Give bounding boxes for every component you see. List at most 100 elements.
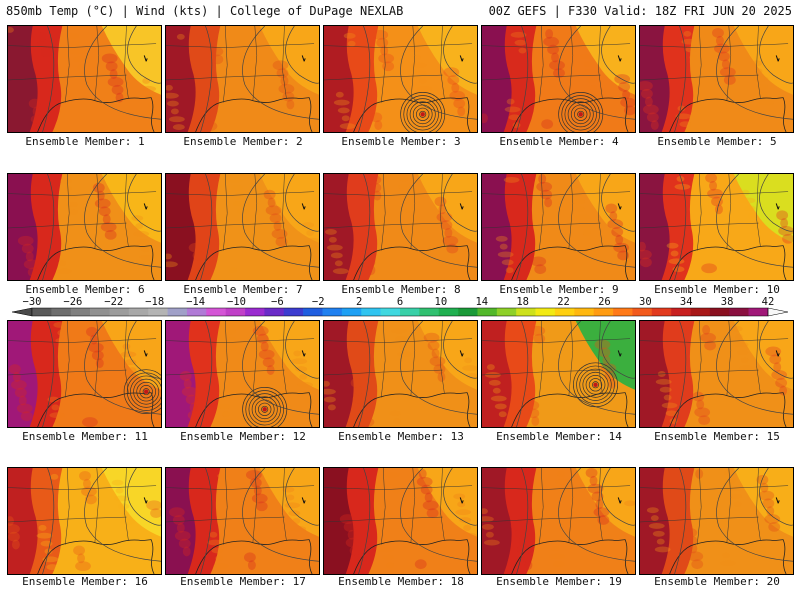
ensemble-map-15: [639, 320, 794, 428]
ensemble-member-label: Ensemble Member: 2: [183, 135, 303, 148]
colorbar-bin: [554, 308, 575, 316]
ensemble-map-1: [7, 25, 162, 133]
colorbar-tick-label: 6: [397, 296, 403, 308]
colorbar-bin: [593, 308, 614, 316]
colorbar-bin: [51, 308, 72, 316]
ensemble-map-20: [639, 467, 794, 575]
colorbar-bin: [186, 308, 207, 316]
ensemble-map-19: [481, 467, 636, 575]
ensemble-member-label: Ensemble Member: 8: [341, 283, 461, 296]
ensemble-map-16: [7, 467, 162, 575]
colorbar-tick-label: −10: [227, 296, 246, 308]
colorbar-max-arrow: [767, 307, 789, 317]
colorbar-bin: [574, 308, 594, 316]
colorbar-bin: [516, 308, 536, 316]
colorbar-bin: [496, 308, 517, 316]
colorbar-bin: [709, 308, 730, 316]
colorbar-bin: [322, 308, 343, 316]
ensemble-member-label: Ensemble Member: 10: [654, 283, 780, 296]
colorbar-bin: [535, 308, 556, 316]
ensemble-member-label: Ensemble Member: 12: [180, 430, 306, 443]
ensemble-member-label: Ensemble Member: 16: [22, 575, 148, 588]
colorbar-bin: [361, 308, 381, 316]
ensemble-map-9: [481, 173, 636, 281]
ensemble-member-label: Ensemble Member: 11: [22, 430, 148, 443]
colorbar-bin: [458, 308, 478, 316]
ensemble-map-5: [639, 25, 794, 133]
colorbar-bin: [245, 308, 265, 316]
colorbar-bin: [748, 308, 769, 316]
colorbar-bin: [283, 308, 304, 316]
colorbar-bin: [690, 308, 711, 316]
colorbar-bin: [70, 308, 91, 316]
colorbar-tick-label: 26: [598, 296, 611, 308]
ensemble-map-10: [639, 173, 794, 281]
colorbar-bin: [264, 308, 285, 316]
model-run-info: 00Z GEFS | F330 Valid: 18Z FRI JUN 20 20…: [488, 4, 792, 18]
ensemble-member-label: Ensemble Member: 19: [496, 575, 622, 588]
colorbar-tick-label: 22: [557, 296, 570, 308]
ensemble-map-4: [481, 25, 636, 133]
colorbar-tick-label: −18: [145, 296, 164, 308]
colorbar-tick-label: 30: [639, 296, 652, 308]
colorbar-bin: [671, 308, 691, 316]
colorbar-tick-label: −14: [186, 296, 205, 308]
colorbar-tick-label: 34: [680, 296, 693, 308]
colorbar-tick-label: 14: [475, 296, 488, 308]
colorbar-bin: [632, 308, 653, 316]
ensemble-map-2: [165, 25, 320, 133]
ensemble-map-18: [323, 467, 478, 575]
colorbar-bin: [206, 308, 226, 316]
colorbar-tick-label: 2: [356, 296, 362, 308]
ensemble-member-label: Ensemble Member: 7: [183, 283, 303, 296]
colorbar-tick-label: 42: [762, 296, 775, 308]
colorbar-tick-label: −22: [104, 296, 123, 308]
ensemble-map-8: [323, 173, 478, 281]
colorbar-bin: [341, 308, 362, 316]
colorbar-tick-label: 38: [721, 296, 734, 308]
ensemble-map-12: [165, 320, 320, 428]
ensemble-member-label: Ensemble Member: 9: [499, 283, 619, 296]
colorbar-bin: [380, 308, 401, 316]
ensemble-member-label: Ensemble Member: 17: [180, 575, 306, 588]
colorbar-bin: [729, 308, 749, 316]
ensemble-member-label: Ensemble Member: 4: [499, 135, 619, 148]
colorbar-bin: [167, 308, 188, 316]
colorbar-bin: [109, 308, 130, 316]
ensemble-member-label: Ensemble Member: 14: [496, 430, 622, 443]
ensemble-member-label: Ensemble Member: 15: [654, 430, 780, 443]
colorbar-tick-label: 10: [435, 296, 448, 308]
colorbar-bin: [225, 308, 246, 316]
colorbar-tick-label: 18: [516, 296, 529, 308]
colorbar-bin: [477, 308, 498, 316]
colorbar-tick-label: −30: [23, 296, 42, 308]
colorbar-min-arrow: [11, 307, 33, 317]
colorbar-bin: [419, 308, 440, 316]
colorbar-bin: [651, 308, 672, 316]
colorbar-bin: [148, 308, 168, 316]
ensemble-member-label: Ensemble Member: 3: [341, 135, 461, 148]
ensemble-member-label: Ensemble Member: 18: [338, 575, 464, 588]
colorbar-tick-label: −2: [312, 296, 325, 308]
ensemble-member-label: Ensemble Member: 1: [25, 135, 145, 148]
colorbar-tick-label: −6: [271, 296, 284, 308]
colorbar-bin: [303, 308, 323, 316]
ensemble-member-label: Ensemble Member: 5: [657, 135, 777, 148]
colorbar-bin: [90, 308, 110, 316]
ensemble-member-label: Ensemble Member: 20: [654, 575, 780, 588]
ensemble-map-6: [7, 173, 162, 281]
colorbar-tick-label: −26: [63, 296, 82, 308]
map-title: 850mb Temp (°C) | Wind (kts) | College o…: [6, 4, 404, 18]
ensemble-map-7: [165, 173, 320, 281]
ensemble-map-17: [165, 467, 320, 575]
ensemble-map-11: [7, 320, 162, 428]
ensemble-map-3: [323, 25, 478, 133]
ensemble-map-14: [481, 320, 636, 428]
colorbar-bin: [128, 308, 149, 316]
colorbar-bin: [613, 308, 633, 316]
colorbar-bin: [400, 308, 420, 316]
temperature-colorbar: −30 −26 −22 −18 −14 −10 −6 −2 2 6 10 14 18 22 26 30 34 38…: [6, 296, 794, 322]
colorbar-bin: [438, 308, 459, 316]
ensemble-member-label: Ensemble Member: 13: [338, 430, 464, 443]
ensemble-map-13: [323, 320, 478, 428]
